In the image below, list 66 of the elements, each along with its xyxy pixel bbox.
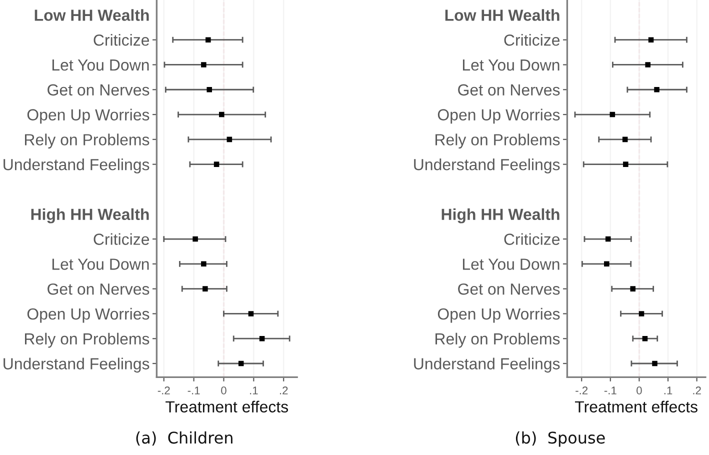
- point: [248, 311, 254, 316]
- text: (b) Spouse: [516, 431, 605, 447]
- point: [623, 162, 628, 167]
- y-tick-label: Understand Feelings: [414, 358, 560, 373]
- y-tick-label: Let You Down: [462, 60, 560, 71]
- y-tick-label: Rely on Problems: [436, 332, 560, 348]
- y-tick-label: Let You Down: [462, 258, 560, 270]
- point: [652, 360, 658, 366]
- x-tick-label: 0: [221, 386, 226, 394]
- point: [201, 62, 206, 68]
- point: [219, 112, 224, 118]
- y-tick-label: Criticize: [94, 34, 150, 46]
- text: (a) Children: [136, 431, 232, 446]
- y-tick-label: Open Up Worries: [438, 108, 560, 124]
- point: [604, 261, 610, 267]
- point: [202, 286, 208, 292]
- x-tick-label: .2: [280, 386, 288, 394]
- y-tick-label: Rely on Problems: [25, 332, 150, 348]
- point: [226, 136, 232, 142]
- point: [645, 62, 650, 68]
- x-tick-label: .1: [250, 386, 258, 394]
- x-tick-label: .2: [693, 386, 701, 394]
- point: [201, 261, 206, 267]
- point: [192, 236, 198, 242]
- y-tick-label: Get on Nerves: [48, 283, 150, 295]
- y-tick-label: Understand Feelings: [4, 158, 150, 174]
- y-tick-label: High HH Wealth: [31, 208, 149, 224]
- y-tick-label: Let You Down: [52, 258, 149, 270]
- y-tick-label: High HH Wealth: [442, 208, 560, 224]
- y-tick-label: Low HH Wealth: [445, 9, 560, 21]
- point: [648, 37, 654, 42]
- y-tick-label: Let You Down: [52, 60, 149, 71]
- y-tick-label: Open Up Worries: [438, 308, 560, 323]
- point: [206, 86, 212, 92]
- x-tick-label: -.2: [158, 386, 170, 394]
- point: [642, 336, 648, 342]
- x-tick-label: -.2: [576, 386, 588, 394]
- y-tick-label: Get on Nerves: [458, 283, 560, 295]
- x-tick-label: .1: [664, 386, 672, 394]
- y-tick-label: Get on Nerves: [458, 84, 560, 96]
- point: [638, 311, 644, 316]
- y-tick-label: Criticize: [94, 233, 150, 245]
- point: [206, 37, 211, 42]
- y-tick-label: Low HH Wealth: [34, 9, 149, 21]
- point: [610, 112, 616, 118]
- y-tick-label: Get on Nerves: [48, 84, 150, 96]
- x-tick-label: -.1: [188, 386, 200, 394]
- y-tick-label: Criticize: [504, 34, 560, 46]
- y-tick-label: Understand Feelings: [4, 358, 150, 373]
- point: [605, 236, 611, 242]
- y-tick-label: Rely on Problems: [436, 134, 560, 149]
- x-tick-label: -.1: [604, 386, 616, 394]
- point: [622, 136, 628, 142]
- point: [238, 360, 244, 366]
- point: [259, 336, 265, 342]
- x-axis-title: Treatment effects: [574, 400, 698, 412]
- x-axis-title: Treatment effects: [166, 400, 288, 412]
- y-tick-label: Open Up Worries: [27, 108, 150, 124]
- y-tick-label: Open Up Worries: [27, 308, 150, 323]
- y-tick-label: Rely on Problems: [25, 134, 150, 149]
- point: [654, 86, 660, 92]
- x-tick-label: 0: [636, 386, 642, 394]
- y-tick-label: Understand Feelings: [414, 158, 560, 174]
- point: [214, 162, 220, 167]
- point: [630, 286, 636, 292]
- y-tick-label: Criticize: [504, 233, 560, 245]
